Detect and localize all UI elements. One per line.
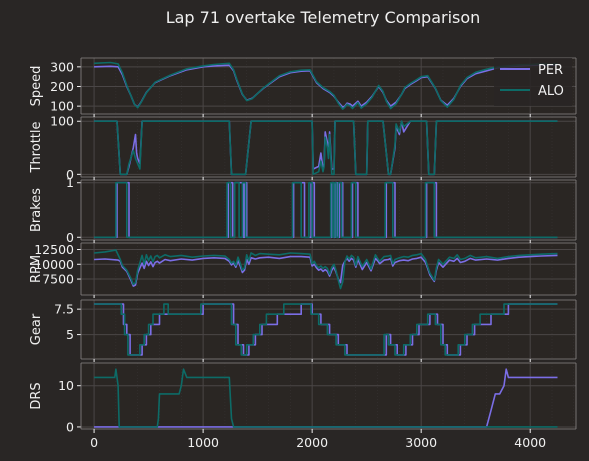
series-line-alo-brakes: [94, 181, 558, 239]
y-axis-label-drs: DRS: [29, 382, 44, 409]
chart-title: Lap 71 overtake Telemetry Comparison: [166, 8, 481, 27]
legend-label-per: PER: [538, 63, 563, 78]
panels-group: 100200300Speed0100Throttle01Brakes750010…: [29, 57, 577, 434]
y-tick-label-gear: 5: [66, 327, 74, 342]
y-tick-label-speed: 300: [50, 59, 74, 74]
series-line-alo-rpm: [94, 249, 558, 290]
y-tick-label-rpm: 10000: [34, 257, 74, 272]
legend-label-alo: ALO: [538, 84, 564, 99]
y-tick-label-throttle: 100: [50, 114, 74, 129]
series-line-alo-speed: [94, 61, 558, 110]
x-axis: 0 1000 2000 3000 4000: [90, 114, 546, 450]
x-tick-label: 0: [90, 435, 98, 450]
y-tick-label-rpm: 7500: [42, 272, 74, 287]
y-tick-label-drs: 0: [66, 419, 74, 434]
panel-gear: 5 7.5 Gear: [29, 299, 577, 360]
legend: PER ALO: [494, 58, 572, 106]
y-tick-label-rpm: 12500: [34, 242, 74, 257]
y-tick-label-brakes: 0: [66, 230, 74, 245]
panel-throttle: 0 100 Throttle: [29, 114, 577, 182]
legend-box: [494, 58, 572, 106]
x-tick-label: 3000: [405, 435, 437, 450]
panel-background-brakes: [81, 180, 576, 240]
panel-drs: 0 10 DRS: [29, 362, 577, 434]
series-line-alo-drs: [94, 368, 558, 428]
x-tick-label: 4000: [514, 435, 546, 450]
y-axis-label-rpm: RPM: [29, 255, 44, 283]
y-axis-label-throttle: Throttle: [29, 122, 44, 174]
y-tick-label-drs: 10: [58, 378, 74, 393]
y-axis-label-brakes: Brakes: [29, 188, 44, 232]
y-axis-label-gear: Gear: [29, 313, 44, 345]
panel-background-drs: [81, 363, 576, 429]
series-line-alo-throttle: [94, 120, 558, 176]
y-tick-label-brakes: 1: [66, 175, 74, 190]
series-line-alo-gear: [94, 303, 558, 356]
y-tick-label-gear: 7.5: [54, 302, 74, 317]
y-tick-label-throttle: 0: [66, 167, 74, 182]
panel-speed: 100 200 300 Speed: [29, 57, 577, 115]
panel-background-rpm: [81, 243, 576, 295]
x-tick-label: 1000: [187, 435, 219, 450]
y-tick-label-speed: 200: [50, 79, 74, 94]
panel-brakes: 0 1 Brakes: [29, 175, 577, 245]
y-axis-label-speed: Speed: [29, 66, 44, 107]
y-tick-label-speed: 100: [50, 99, 74, 114]
series-line-per-drs: [94, 368, 558, 428]
x-tick-label: 2000: [296, 435, 328, 450]
